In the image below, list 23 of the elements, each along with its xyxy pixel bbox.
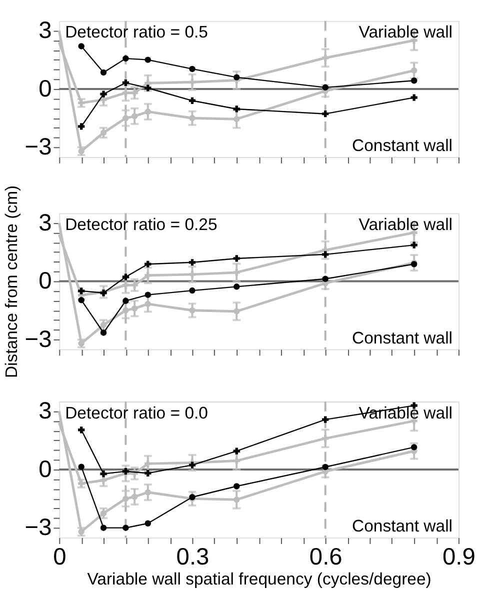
y-tick-label: 3	[38, 18, 52, 44]
annotation: Constant wall	[352, 328, 453, 348]
y-tick-label: 0	[38, 76, 52, 102]
annotation: Variable wall	[358, 22, 453, 42]
annotation: Detector ratio = 0.5	[65, 22, 208, 42]
x-tick-label: 0.6	[309, 544, 342, 571]
y-tick-label: −3	[24, 326, 52, 353]
y-tick-label: −3	[24, 134, 52, 161]
annotation: Constant wall	[352, 516, 453, 536]
y-tick-label: 3	[38, 210, 52, 236]
y-axis-title: Distance from centre (cm)	[2, 185, 21, 378]
x-tick-label: 0.9	[442, 544, 476, 571]
x-tick-label: 0.3	[176, 544, 210, 571]
annotation: Constant wall	[352, 136, 453, 156]
annotation: Detector ratio = 0.0	[65, 403, 208, 422]
y-tick-label: 3	[38, 398, 52, 425]
y-tick-label: 0	[38, 268, 52, 295]
y-tick-label: −3	[24, 515, 52, 542]
annotation: Variable wall	[358, 403, 453, 422]
annotation: Detector ratio = 0.25	[65, 214, 218, 234]
y-tick-label: 0	[38, 456, 52, 483]
x-axis-title: Variable wall spatial frequency (cycles/degree)	[87, 569, 432, 588]
annotation: Variable wall	[358, 214, 453, 234]
